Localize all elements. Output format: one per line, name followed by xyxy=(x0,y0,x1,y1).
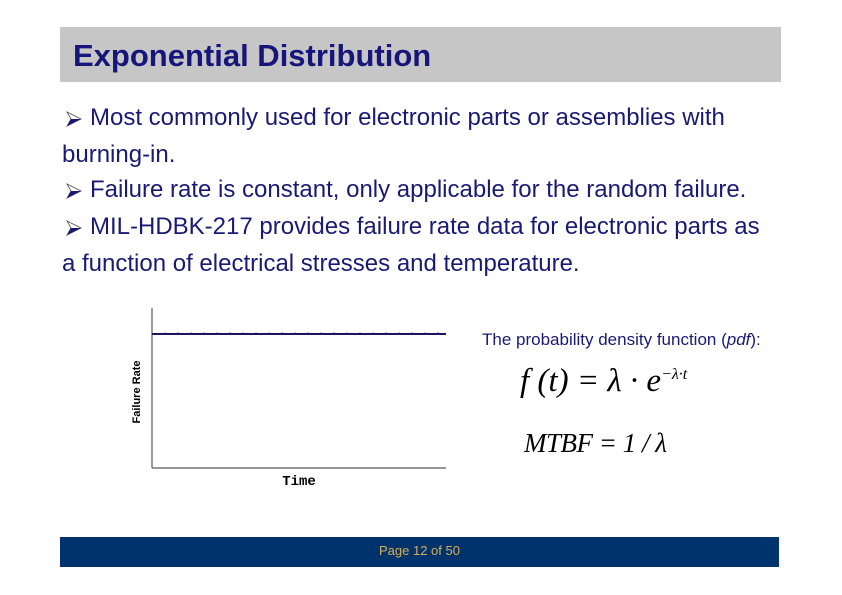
svg-text:Failure Rate: Failure Rate xyxy=(131,361,143,424)
svg-text:Time: Time xyxy=(282,474,316,490)
